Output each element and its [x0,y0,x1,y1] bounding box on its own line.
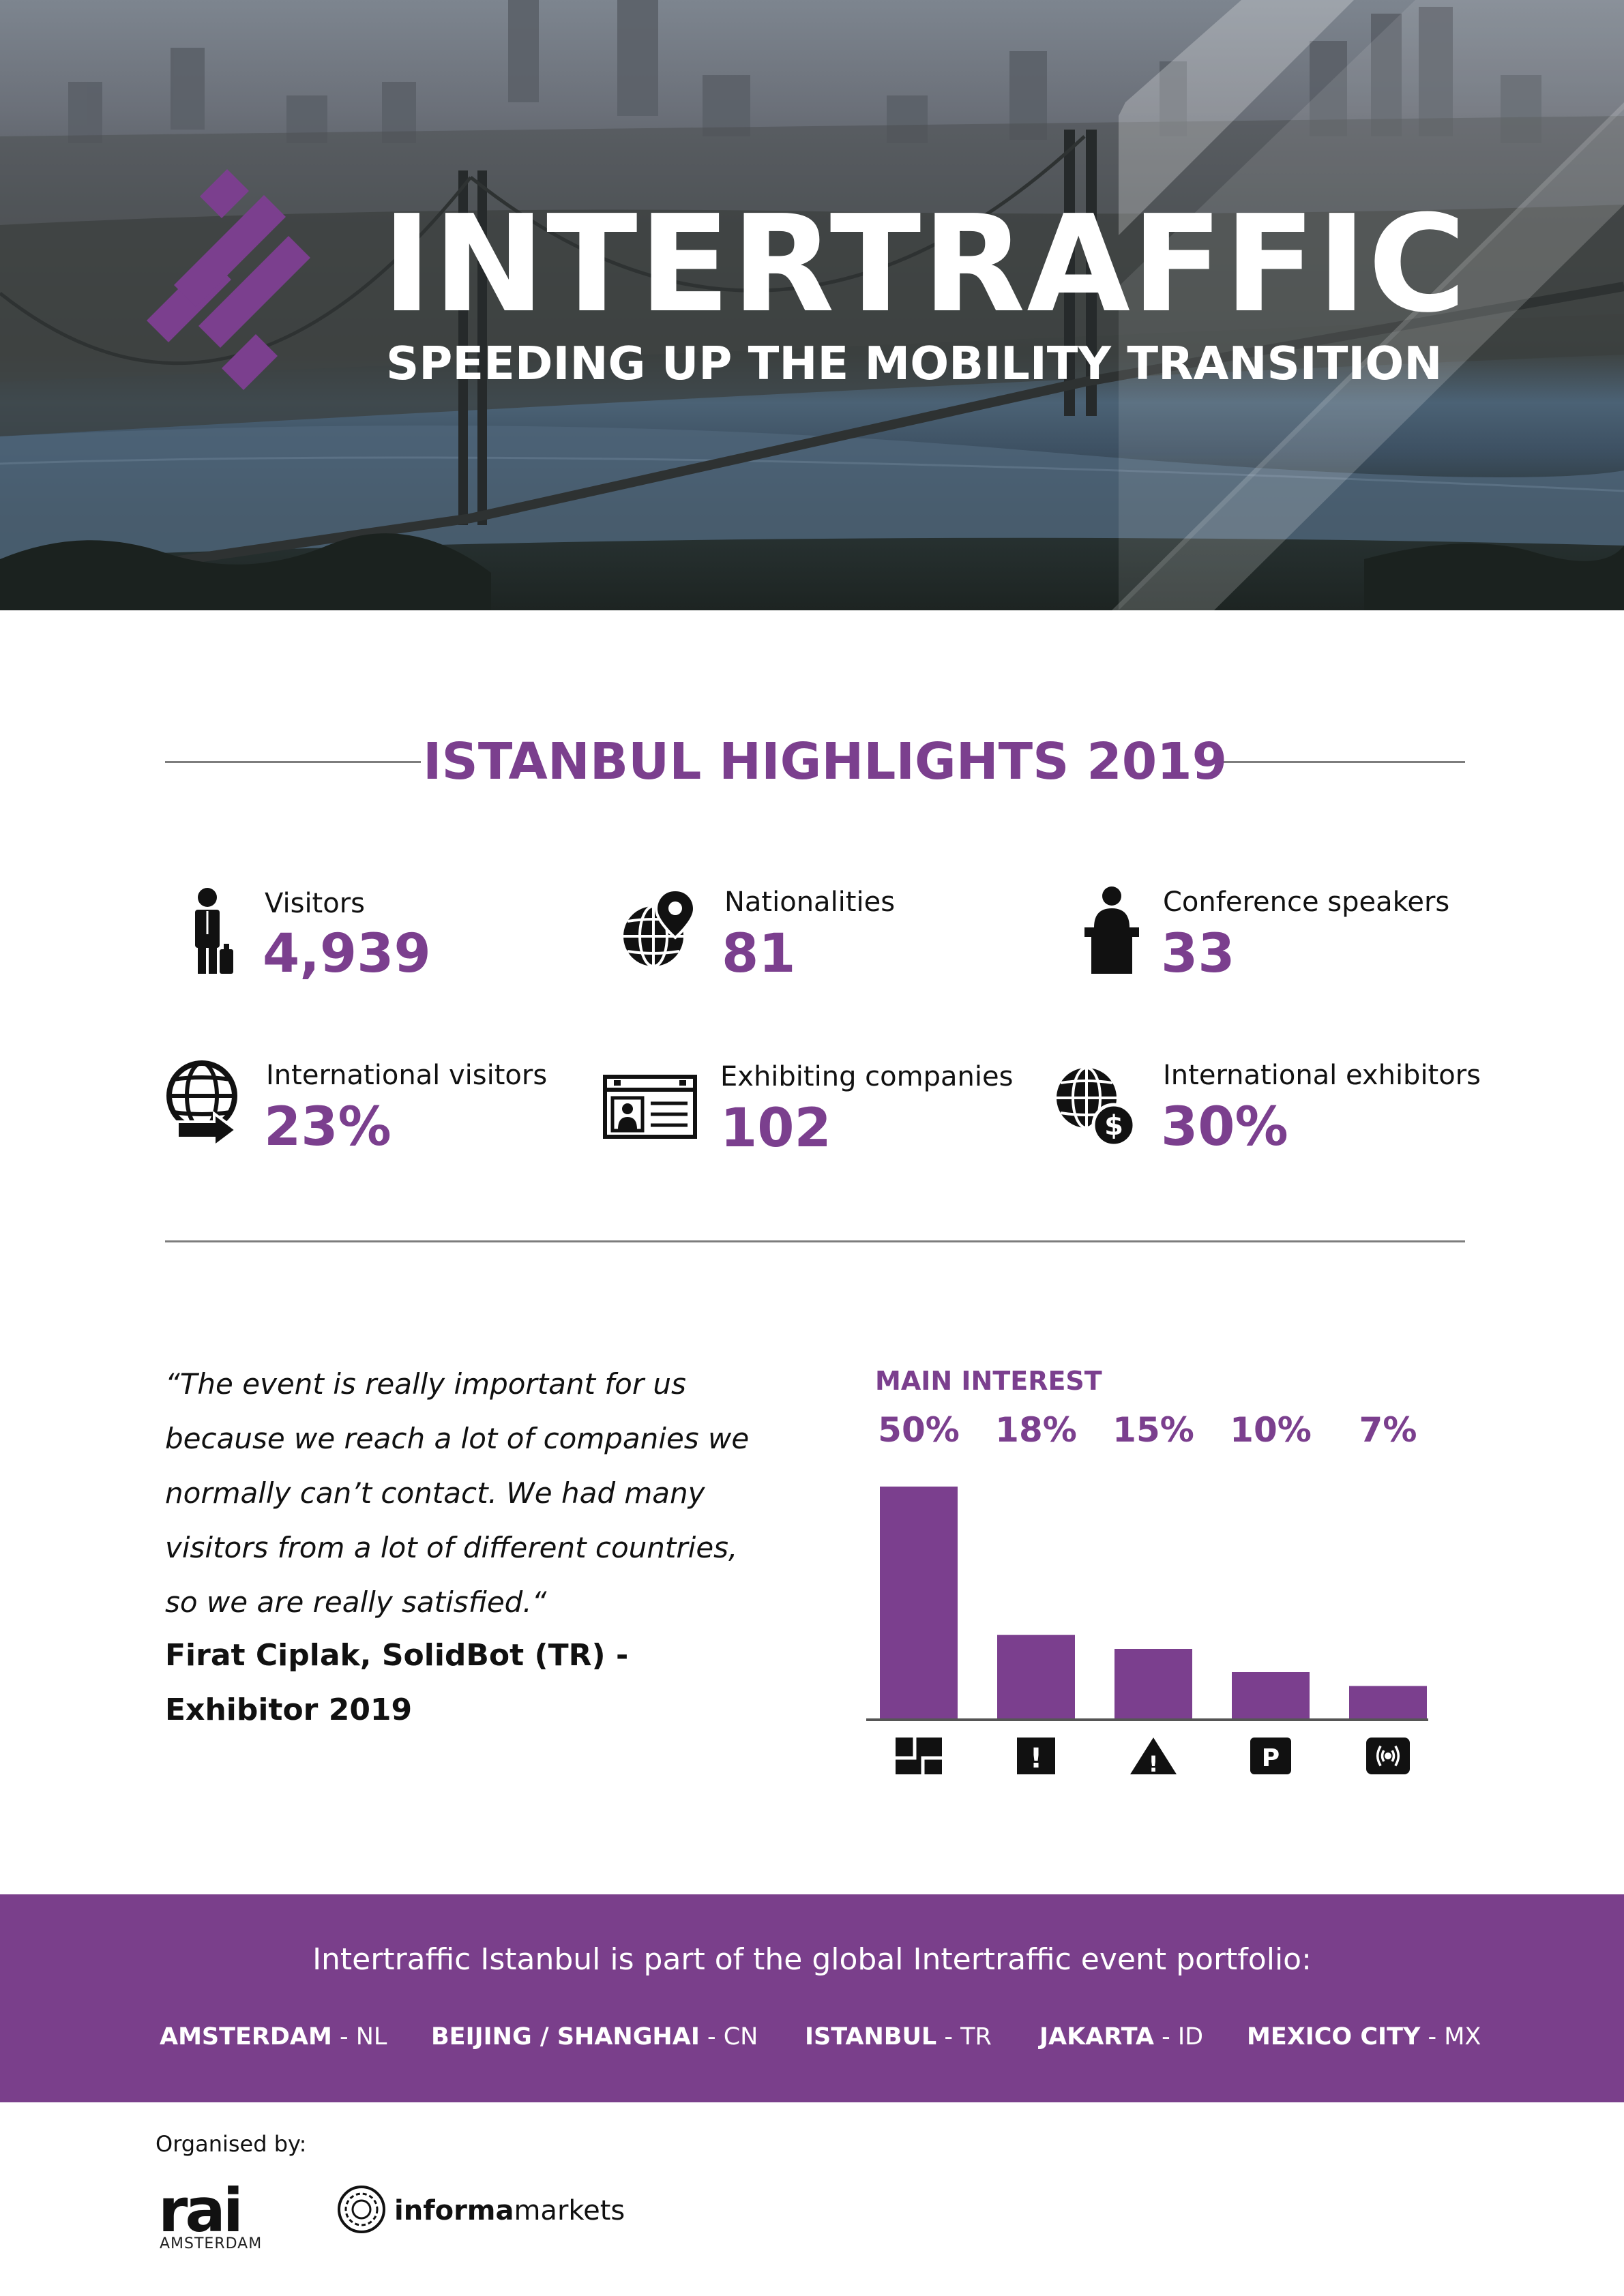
portfolio-text: Intertraffic Istanbul is part of the glo… [312,1942,1312,1977]
globe-arrow-icon [166,1060,239,1146]
brand-title: INTERTRAFFIC [382,187,1468,342]
chart-title: MAIN INTEREST [875,1366,1102,1396]
rai-logo-word: rai [158,2175,243,2246]
bar-4 [1349,1686,1427,1718]
svg-text:!: ! [1149,1751,1159,1777]
bar-value-label-3: 10% [1230,1410,1312,1450]
portfolio-band [0,1894,1624,2102]
organised-by-label: Organised by: [156,2131,307,2157]
stat-value-visitors: 4,939 [263,923,431,985]
speaker-podium-icon [1084,886,1139,974]
informa-ring-icon [338,2186,385,2233]
bar-value-label-1: 18% [995,1410,1077,1450]
testimonial-quote: “The event is really important for us be… [165,1367,750,1619]
bar-2 [1114,1649,1192,1718]
city-istanbul[interactable]: ISTANBUL - TR [805,2023,992,2051]
bar-value-label-4: 7% [1359,1410,1417,1450]
testimonial-author: Firat Ciplak, SolidBot (TR) - Exhibitor … [165,1638,629,1727]
city-jakarta[interactable]: JAKARTA - ID [1039,2023,1204,2051]
bar-1 [997,1635,1075,1718]
svg-text:!: ! [1030,1743,1042,1774]
informa-logo-word: informamarkets [394,2195,625,2226]
bar-value-label-2: 15% [1112,1410,1194,1450]
hazard-triangle-icon: ! [1130,1738,1177,1777]
rai-logo-sub: AMSTERDAM [160,2235,263,2252]
title-rule-right [1209,761,1465,763]
stat-label-exhibiting-companies: Exhibiting companies [720,1061,1014,1092]
parking-icon: P [1250,1738,1291,1774]
bar-value-label-0: 50% [878,1410,960,1450]
section-divider [165,1240,1465,1242]
brand-tagline: SPEEDING UP THE MOBILITY TRANSITION [386,337,1443,390]
bar-0 [880,1487,958,1718]
stat-value-international-exhibitors: 30% [1161,1097,1288,1158]
stat-value-international-visitors: 23% [264,1097,392,1158]
city-mexico-city[interactable]: MEXICO CITY - MX [1247,2023,1481,2051]
stat-value-exhibiting-companies: 102 [720,1098,831,1159]
highlights-title: ISTANBUL HIGHLIGHTS 2019 [423,732,1228,791]
city-beijing-shanghai[interactable]: BEIJING / SHANGHAI - CN [431,2023,758,2051]
bar-3 [1232,1672,1310,1718]
main-interest-chart: 50% 18% 15% 10% 7%!! P [866,1410,1428,1777]
stat-value-nationalities: 81 [722,923,796,985]
informa-markets-logo[interactable]: informamarkets [336,2183,625,2238]
stat-value-conference-speakers: 33 [1161,923,1235,985]
warning-sign-icon: ! [1017,1738,1055,1774]
city-skyline-photo [0,0,1624,610]
stat-label-international-exhibitors: International exhibitors [1163,1060,1481,1091]
connected-signal-icon [1366,1738,1410,1774]
stat-label-nationalities: Nationalities [724,886,896,918]
city-amsterdam[interactable]: AMSTERDAM - NL [160,2023,387,2051]
title-rule-left [165,761,421,763]
smart-traffic-icon [896,1738,942,1774]
svg-text:$: $ [1104,1110,1123,1142]
stat-label-visitors: Visitors [265,888,365,919]
svg-text:P: P [1262,1744,1280,1772]
id-card-icon [603,1075,697,1139]
intertraffic-logo-mark [147,169,310,390]
globe-pin-icon [623,890,696,968]
globe-dollar-icon: $ [1057,1067,1136,1147]
hero-banner: INTERTRAFFIC SPEEDING UP THE MOBILITY TR… [0,0,1624,610]
stat-label-conference-speakers: Conference speakers [1163,886,1450,918]
visitor-person-icon [195,888,233,974]
stat-label-international-visitors: International visitors [266,1060,548,1091]
rai-amsterdam-logo[interactable]: rai AMSTERDAM [158,2181,274,2256]
